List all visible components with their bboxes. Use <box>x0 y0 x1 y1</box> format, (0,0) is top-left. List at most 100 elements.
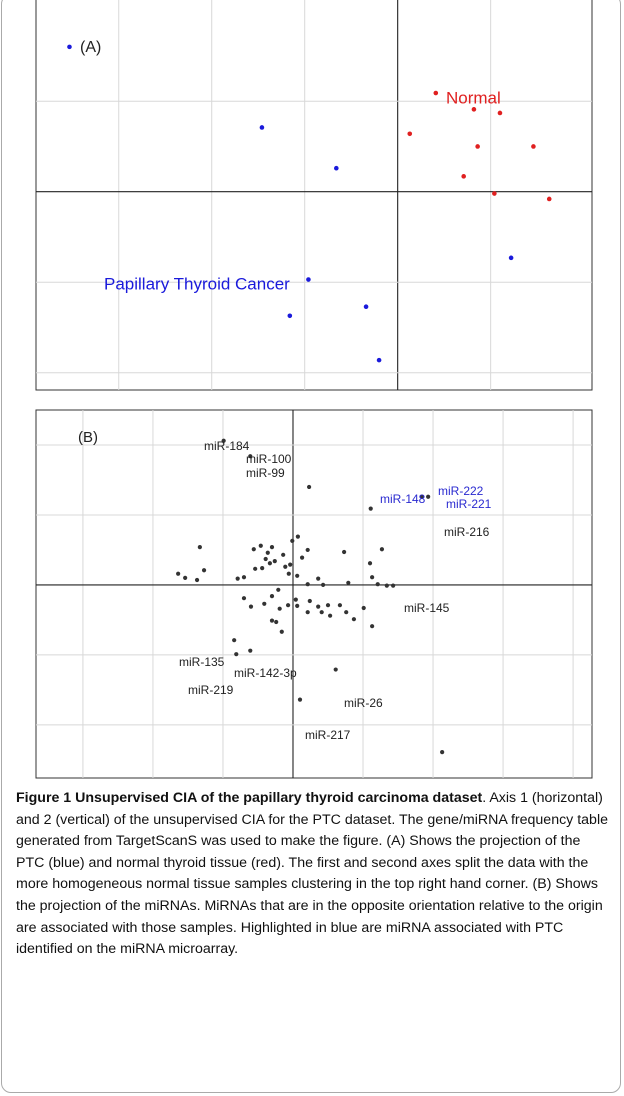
point <box>260 566 265 571</box>
point <box>306 484 312 490</box>
plot-area <box>35 0 593 391</box>
point <box>234 652 239 657</box>
point <box>367 561 373 566</box>
point <box>306 277 311 282</box>
point <box>546 196 552 202</box>
point <box>276 587 281 592</box>
annotation: miR-222 <box>438 484 484 498</box>
annotation: miR-135 <box>179 655 225 669</box>
point <box>316 604 321 609</box>
point <box>259 125 265 130</box>
annotation: miR-216 <box>444 525 490 539</box>
caption-title: Unsupervised CIA of the papillary thyroi… <box>75 790 483 806</box>
point <box>376 357 382 363</box>
annotation: miR-142-3p <box>234 666 297 680</box>
point <box>337 603 343 608</box>
point <box>183 575 188 581</box>
point <box>531 144 536 149</box>
point <box>370 624 375 629</box>
point <box>285 603 291 608</box>
point <box>508 255 514 261</box>
point <box>248 648 253 653</box>
point <box>258 543 263 548</box>
annotation: miR-100 <box>246 452 292 466</box>
point <box>197 545 202 550</box>
point <box>305 610 310 615</box>
point <box>241 596 247 601</box>
point <box>433 90 439 96</box>
point <box>293 597 298 602</box>
point <box>407 131 413 137</box>
point <box>297 697 303 702</box>
caption-label: Figure 1 <box>16 790 72 806</box>
point <box>290 538 295 543</box>
point <box>274 619 279 625</box>
point <box>384 583 389 588</box>
point <box>375 582 380 587</box>
point <box>295 534 300 539</box>
point <box>248 454 253 459</box>
point <box>232 638 237 643</box>
point <box>263 556 268 562</box>
point <box>176 571 181 576</box>
point <box>346 580 351 585</box>
series-label: Papillary Thyroid Cancer <box>104 274 290 293</box>
point <box>363 304 369 310</box>
point <box>497 110 503 116</box>
panel-label: (B) <box>78 429 98 446</box>
annotation: miR-219 <box>188 683 234 697</box>
point <box>305 547 310 553</box>
point <box>279 629 284 634</box>
point <box>299 555 305 560</box>
point <box>461 174 466 179</box>
panel-label: (A) <box>80 39 101 56</box>
point <box>288 562 293 567</box>
annotation: miR-148 <box>380 492 426 506</box>
point <box>265 550 270 555</box>
point <box>201 568 207 573</box>
point <box>248 604 254 609</box>
point <box>221 438 226 443</box>
annotation: miR-99 <box>246 466 285 480</box>
point <box>295 573 300 578</box>
point <box>319 610 324 615</box>
point <box>440 750 445 755</box>
annotation: miR-217 <box>305 728 351 742</box>
figure: (A) Papillary Thyroid Cancer Normal (B) miR-… <box>35 0 593 779</box>
point <box>328 613 333 618</box>
point <box>475 144 480 149</box>
point <box>426 494 431 499</box>
point <box>253 566 258 571</box>
point <box>251 547 256 552</box>
plot-area <box>35 409 593 779</box>
point <box>194 577 200 583</box>
point <box>342 549 347 555</box>
point <box>262 601 267 606</box>
annotation: miR-221 <box>446 497 492 511</box>
point <box>67 44 72 50</box>
point <box>272 559 277 564</box>
point <box>492 191 497 196</box>
point <box>321 582 326 588</box>
point <box>286 571 291 576</box>
point <box>379 547 385 552</box>
point <box>283 564 288 569</box>
point <box>287 313 293 319</box>
point <box>241 575 247 580</box>
point <box>351 617 357 622</box>
point <box>281 552 286 557</box>
point <box>368 506 373 511</box>
series-label: Normal <box>446 88 501 107</box>
annotation: miR-145 <box>404 601 450 615</box>
point <box>333 667 338 672</box>
point <box>344 610 349 615</box>
point <box>325 603 331 608</box>
point <box>419 494 424 499</box>
point <box>316 576 321 581</box>
point <box>269 618 275 623</box>
caption: Figure 1 Unsupervised CIA of the papilla… <box>16 788 612 961</box>
point <box>235 576 240 581</box>
annotation: miR-184 <box>204 439 250 453</box>
